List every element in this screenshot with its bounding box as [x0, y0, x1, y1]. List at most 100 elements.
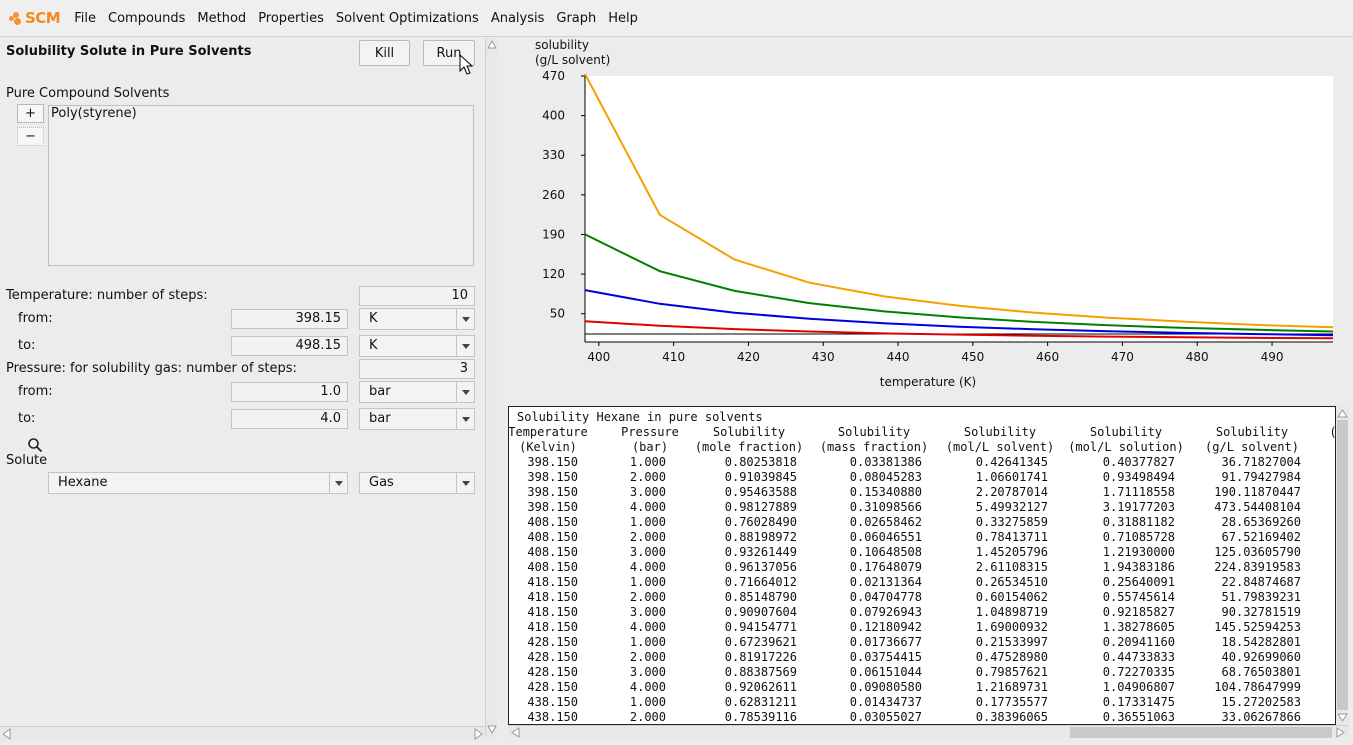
table-cell: 1.000 [629, 455, 666, 469]
table-cell: 0.78539116 [724, 710, 797, 724]
column-header: Temperature [508, 425, 588, 439]
remove-solvent-button[interactable]: − [17, 127, 44, 146]
temp-from-unit-select[interactable]: K [359, 308, 475, 330]
table-cell: 0.10648508 [849, 545, 922, 559]
table-cell: 0.67239621 [724, 635, 797, 649]
x-tick-label: 430 [812, 350, 835, 364]
column-header: ( [1329, 425, 1336, 439]
x-axis-label: temperature (K) [880, 375, 976, 389]
table-horizontal-scrollbar[interactable] [508, 725, 1349, 738]
solute-select[interactable]: Hexane [48, 472, 348, 494]
temp-from-field[interactable]: 398.15 [231, 309, 348, 329]
solute-label: Solute [6, 453, 48, 468]
table-cell: 2.61108315 [975, 560, 1048, 574]
chevron-down-icon[interactable] [456, 409, 474, 429]
chevron-down-icon[interactable] [456, 336, 474, 356]
pressure-to-label: to: [18, 411, 36, 426]
solvents-list[interactable]: Poly(styrene) [48, 105, 474, 266]
table-cell: 1.94383186 [1102, 560, 1175, 574]
table-cell: 0.38396065 [975, 710, 1048, 724]
chevron-down-icon[interactable] [329, 473, 347, 493]
pressure-to-field[interactable]: 4.0 [231, 409, 348, 429]
chevron-down-icon[interactable] [456, 382, 474, 402]
phase-select[interactable]: Gas [359, 472, 475, 494]
table-cell: 2.000 [629, 530, 666, 544]
table-cell: 1.45205796 [975, 545, 1048, 559]
menu-properties[interactable]: Properties [258, 10, 324, 26]
menu-analysis[interactable]: Analysis [490, 10, 545, 26]
table-cell: 3.000 [629, 605, 666, 619]
table-row: 398.150 3.000 0.95463588 0.15340880 2.207870… [509, 485, 1335, 500]
table-row: 428.150 3.000 0.88387569 0.06151044 0.798576… [509, 665, 1335, 680]
table-cell: 0.03754415 [849, 650, 922, 664]
menu-compounds[interactable]: Compounds [108, 10, 186, 26]
y-tick-label: 190 [542, 227, 565, 241]
table-cell: 33.06267866 [1221, 710, 1301, 724]
scrollbar-arrows [511, 727, 1345, 738]
table-cell: 0.96137056 [724, 560, 797, 574]
table-vertical-scrollbar[interactable] [1336, 406, 1349, 725]
pressure-steps-field[interactable]: 3 [359, 359, 475, 379]
table-cell: 190.11870447 [1214, 485, 1301, 499]
table-cell: 408.150 [527, 515, 578, 529]
y-tick-label: 330 [542, 148, 565, 162]
run-button[interactable]: Run [423, 40, 475, 66]
chevron-down-icon[interactable] [456, 473, 474, 493]
table-cell: 1.21689731 [975, 680, 1048, 694]
table-cell: 1.000 [629, 695, 666, 709]
column-header: Solubility [1089, 425, 1163, 439]
y-tick-label: 470 [542, 69, 565, 83]
menu-solvent-optimizations[interactable]: Solvent Optimizations [335, 10, 479, 26]
table-cell: 0.85148790 [724, 590, 797, 604]
temp-to-field[interactable]: 498.15 [231, 336, 348, 356]
table-row: 438.150 2.000 0.78539116 0.03055027 0.383960… [509, 710, 1335, 724]
table-cell: 15.27202583 [1221, 695, 1301, 709]
temp-steps-label: Temperature: number of steps: [6, 288, 208, 303]
table-cell: 428.150 [527, 635, 578, 649]
menu-file[interactable]: File [74, 10, 97, 26]
left-horizontal-scrollbar[interactable] [0, 726, 485, 740]
table-row: 428.150 2.000 0.81917226 0.03754415 0.475289… [509, 650, 1335, 665]
chevron-down-icon[interactable] [456, 309, 474, 329]
pressure-from-unit: bar [369, 384, 391, 399]
table-cell: 1.000 [629, 635, 666, 649]
temp-steps-field[interactable]: 10 [359, 286, 475, 306]
pressure-from-field[interactable]: 1.0 [231, 382, 348, 402]
table-cell: 428.150 [527, 650, 578, 664]
table-cell: 1.04906807 [1102, 680, 1175, 694]
search-icon[interactable] [27, 437, 43, 453]
table-cell: 68.76503801 [1221, 665, 1301, 679]
left-vertical-scrollbar[interactable] [485, 38, 497, 738]
menu-method[interactable]: Method [197, 10, 247, 26]
table-cell: 36.71827004 [1221, 455, 1301, 469]
add-solvent-button[interactable]: + [17, 104, 44, 123]
kill-button[interactable]: Kill [359, 40, 410, 66]
table-row: 428.150 4.000 0.92062611 0.09080580 1.216897… [509, 680, 1335, 695]
table-row: 398.150 4.000 0.98127889 0.31098566 5.499321… [509, 500, 1335, 515]
table-cell: 0.31881182 [1102, 515, 1175, 529]
table-cell: 0.55745614 [1102, 590, 1175, 604]
menu-graph[interactable]: Graph [556, 10, 597, 26]
list-item[interactable]: Poly(styrene) [51, 106, 137, 121]
table-cell: 0.92062611 [724, 680, 797, 694]
table-row: 418.150 1.000 0.71664012 0.02131364 0.265345… [509, 575, 1335, 590]
table-cell: 0.17735577 [975, 695, 1048, 709]
temp-to-unit-select[interactable]: K [359, 335, 475, 357]
table-cell: 4.000 [629, 560, 666, 574]
table-cell: 0.44733833 [1102, 650, 1175, 664]
table-cell: 0.78413711 [975, 530, 1048, 544]
menu-help[interactable]: Help [608, 10, 638, 26]
pressure-to-unit-select[interactable]: bar [359, 408, 475, 430]
scrollbar-thumb [1337, 420, 1348, 710]
table-cell: 0.79857621 [975, 665, 1048, 679]
y-tick-label: 120 [542, 267, 565, 281]
pressure-from-unit-select[interactable]: bar [359, 381, 475, 403]
table-cell: 0.08045283 [849, 470, 922, 484]
table-cell: 0.94154771 [724, 620, 797, 634]
table-cell: 0.26534510 [975, 575, 1048, 589]
table-cell: 0.17648079 [849, 560, 922, 574]
x-tick-label: 440 [887, 350, 910, 364]
column-header: Solubility [1215, 425, 1289, 439]
table-cell: 0.21533997 [975, 635, 1048, 649]
table-cell: 1.000 [629, 575, 666, 589]
